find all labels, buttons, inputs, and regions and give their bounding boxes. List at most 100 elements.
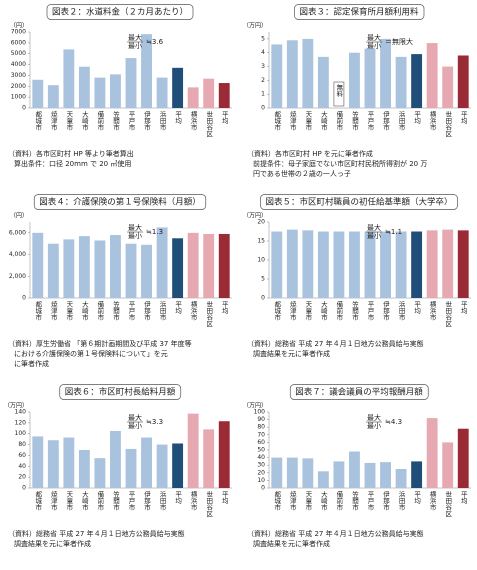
bar (457, 55, 469, 108)
y-tick-label: 120 (15, 419, 27, 426)
bar (94, 240, 106, 298)
x-tick-label: 平戸市 (127, 111, 135, 132)
bar (172, 443, 184, 488)
bar (78, 450, 90, 488)
x-tick-label: 平均 (459, 111, 467, 126)
y-tick-label: 10 (257, 477, 265, 484)
bar (395, 231, 407, 298)
bar (218, 421, 230, 488)
y-tick-label: 3000 (11, 72, 26, 79)
x-tick-label: 世田谷区 (205, 300, 213, 328)
x-tick-label: 都城市 (273, 111, 281, 132)
x-tick-label: 焼津市 (49, 301, 57, 322)
bar (457, 230, 469, 298)
x-tick-label: 伊那市 (382, 300, 390, 322)
bar (395, 469, 407, 488)
x-tick-label: 焼津市 (288, 491, 296, 512)
unit-label: （円） (10, 23, 28, 30)
bar (47, 85, 59, 108)
x-tick-label: 焼津市 (288, 111, 296, 132)
y-tick-label: 0 (261, 485, 265, 492)
x-tick-label: 伊那市 (382, 490, 390, 512)
unit-label: （万円） (4, 403, 28, 410)
ratio-label: 最小 (128, 231, 142, 240)
y-tick-label: 10 (257, 257, 265, 264)
x-tick-label: 平均 (174, 301, 182, 316)
y-tick-label: 0 (261, 105, 265, 112)
x-tick-label: 天童市 (65, 301, 73, 322)
x-tick-label: 横浜市 (189, 300, 197, 322)
bar (271, 231, 283, 298)
bar (203, 78, 215, 108)
x-tick-label: 平均 (413, 301, 421, 316)
y-tick-label: 1 (261, 91, 265, 98)
y-tick-label: 4 (261, 49, 265, 56)
y-tick-label: 2000 (11, 83, 26, 90)
x-tick-label: 平均 (413, 111, 421, 126)
ratio-value: ≒4.3 (385, 418, 402, 426)
x-tick-label: 横浜市 (428, 300, 436, 322)
x-tick-label: 都城市 (34, 491, 42, 512)
x-tick-label: 浜田市 (158, 300, 166, 322)
x-tick-label: 世田谷区 (205, 490, 213, 518)
bar (349, 451, 360, 488)
x-tick-label: 横浜市 (189, 110, 197, 132)
bar (63, 49, 75, 108)
x-tick-label: 備前市 (96, 490, 104, 512)
bar (333, 231, 345, 298)
bar (63, 437, 75, 488)
x-tick-label: 笠間市 (111, 110, 119, 132)
bar (411, 231, 423, 298)
bar (364, 48, 376, 108)
x-tick-label: 世田谷区 (205, 110, 213, 138)
y-tick-label: 40 (18, 463, 26, 470)
note: における介護保険の第１号保険料について」を元 (14, 349, 168, 358)
note: （資料）総務省 平成 27 年４月１日地方公務員給与実態 (247, 339, 424, 348)
y-tick-label: 15 (257, 238, 265, 245)
ratio-label: 最小 (128, 421, 142, 430)
y-tick-label: 20 (257, 219, 265, 226)
ratio-label: 最大 (128, 33, 142, 42)
bar (380, 231, 391, 298)
y-tick-label: 80 (257, 424, 265, 431)
ratio-value: ＝無限大 (385, 37, 413, 46)
x-tick-label: 横浜市 (428, 110, 436, 132)
x-tick-label: 天童市 (304, 491, 312, 512)
ratio-label: 最小 (367, 421, 381, 430)
x-tick-label: 笠間市 (111, 300, 119, 322)
bar (411, 54, 423, 108)
x-tick-label: 平均 (459, 301, 467, 316)
bar (302, 230, 314, 298)
y-tick-label: 5 (261, 35, 265, 42)
title-frame (260, 194, 458, 210)
unit-label: （万円） (243, 403, 267, 410)
bar (32, 79, 44, 108)
bar (125, 448, 137, 488)
y-tick-label: 1000 (11, 94, 26, 101)
bar (442, 66, 454, 108)
ratio-label: 最大 (128, 223, 142, 232)
ratio-label: 最大 (367, 33, 381, 42)
x-tick-label: 平均 (174, 491, 182, 506)
x-tick-label: 備前市 (335, 110, 343, 132)
bar (426, 43, 438, 108)
note: 円である世帯の２歳の一人っ子 (253, 169, 351, 178)
bar (395, 56, 407, 108)
y-tick-label: 60 (18, 452, 26, 459)
bar (426, 230, 438, 298)
bar (172, 67, 184, 108)
bar (380, 38, 391, 109)
y-tick-label: 5 (261, 276, 265, 283)
note: に筆者作成 (14, 359, 49, 368)
chart-title: 図表３：認定保育所月額利用料 (299, 7, 419, 18)
title-frame (46, 4, 194, 20)
x-tick-label: 備前市 (335, 300, 343, 322)
ratio-value: ≒3.6 (146, 38, 164, 46)
x-tick-label: 都城市 (34, 111, 42, 132)
bar (218, 83, 230, 108)
y-tick-label: 0 (22, 105, 26, 112)
bar (286, 229, 298, 298)
y-tick-label: 20 (257, 469, 265, 476)
bar (218, 233, 230, 298)
